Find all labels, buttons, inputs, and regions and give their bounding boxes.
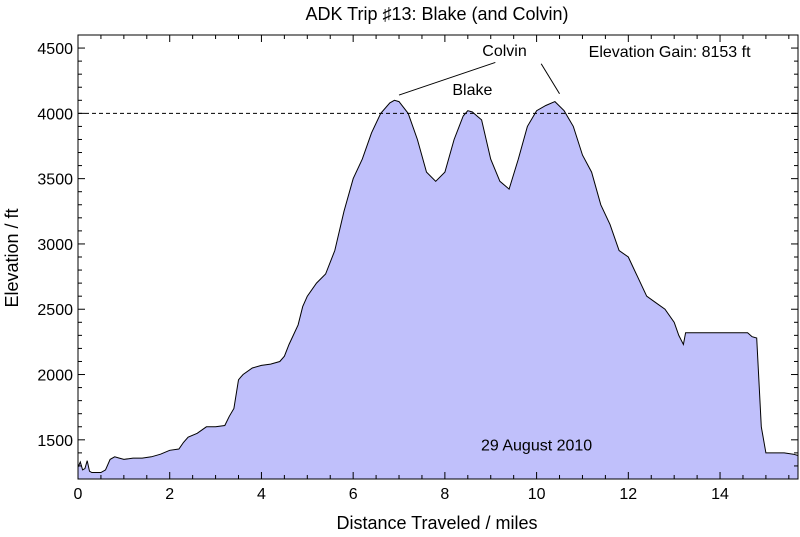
y-axis: 1500 2000 2500 3000 3500 4000 4500 bbox=[37, 41, 798, 467]
x-tick-label-10: 10 bbox=[528, 486, 546, 503]
x-tick-label-8: 8 bbox=[440, 486, 449, 503]
plot-area bbox=[77, 34, 799, 480]
y-tick-label-4500: 4500 bbox=[37, 41, 73, 58]
annotation-colvin: Colvin bbox=[482, 43, 526, 60]
annotation-blake: Blake bbox=[452, 82, 492, 99]
chart-title: ADK Trip ♯13: Blake (and Colvin) bbox=[305, 4, 568, 24]
x-tick-label-2: 2 bbox=[165, 486, 174, 503]
elevation-line bbox=[77, 99, 799, 473]
annotation-date: 29 August 2010 bbox=[481, 437, 592, 454]
y-tick-label-4000: 4000 bbox=[37, 106, 73, 123]
y-tick-label-3500: 3500 bbox=[37, 172, 73, 189]
y-tick-label-3000: 3000 bbox=[37, 237, 73, 254]
colvin-leader-line-0 bbox=[398, 61, 496, 96]
x-tick-label-0: 0 bbox=[74, 486, 83, 503]
x-tick-label-4: 4 bbox=[257, 486, 266, 503]
x-tick-label-14: 14 bbox=[711, 486, 729, 503]
y-tick-label-2500: 2500 bbox=[37, 302, 73, 319]
annotation-leaders bbox=[398, 61, 560, 96]
y-tick-label-2000: 2000 bbox=[37, 368, 73, 385]
elevation-area bbox=[78, 100, 798, 480]
y-tick-label-1500: 1500 bbox=[37, 433, 73, 450]
y-axis-label: Elevation / ft bbox=[2, 208, 22, 307]
x-axis-label: Distance Traveled / miles bbox=[336, 513, 537, 533]
x-tick-label-12: 12 bbox=[619, 486, 637, 503]
x-axis: 0 2 4 6 8 10 12 14 bbox=[74, 35, 790, 503]
colvin-leader-line-1 bbox=[540, 63, 560, 95]
x-tick-label-6: 6 bbox=[349, 486, 358, 503]
annotation-elevation-gain: Elevation Gain: 8153 ft bbox=[589, 44, 751, 61]
